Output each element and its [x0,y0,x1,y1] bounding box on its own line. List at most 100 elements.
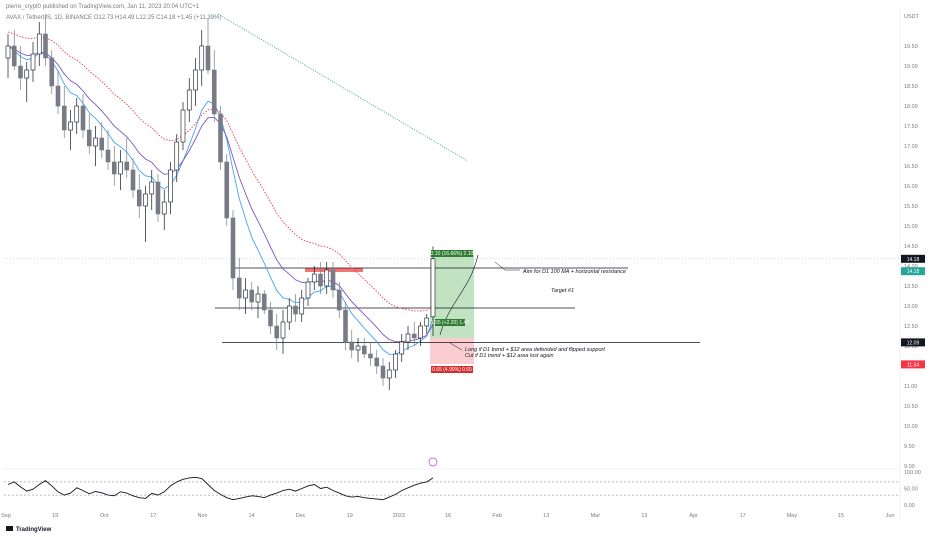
candle-body [261,293,267,311]
price-tag-bg [901,254,925,263]
candle-body [136,189,142,207]
rsi-tick-label: 50.00 [904,487,918,493]
tradingview-logo[interactable]: TradingView [6,526,52,533]
publisher-line: pierre_crypt0 published on TradingView.c… [6,4,200,10]
y-tick-label: 18.00 [904,104,918,110]
candle-body [424,317,430,327]
candle-body [224,161,230,219]
candle-body [268,309,273,327]
symbol-line: AVAX / TetherUS, 1D, BINANCE O12.73 H14.… [6,15,221,21]
candle-body [168,169,173,203]
x-tick-label: Mar [591,513,601,519]
candle-body [311,273,317,283]
x-tick-label: Apr [689,513,698,519]
candle-body [255,293,261,303]
y-unit-label: USDT [904,14,920,20]
y-tick-label: 14.00 [904,264,918,270]
arrow-aim [494,261,520,271]
candle-body [5,45,11,59]
x-tick-label: 16 [445,513,451,519]
candles [5,14,436,390]
candle-body [418,325,423,339]
x-tick-label: 13 [543,513,549,519]
candle-body [349,341,355,351]
y-tick-label: 10.00 [904,424,918,430]
candle-body [336,289,342,311]
y-tick-label: 17.00 [904,144,918,150]
candle-body [230,217,236,279]
candle-body [305,281,311,299]
rsi-pane: 100.00 50.00 0.00 [4,457,921,509]
candle-body [430,258,436,318]
y-tick-label: 9.00 [904,464,915,470]
candle-body [411,333,417,339]
y-tick-label: 12.50 [904,324,918,330]
y-tick-label: 14.50 [904,244,918,250]
mid-tag-bg [435,319,465,326]
y-tick-label: 15.50 [904,204,918,210]
mid-tag: 1.95 (+2.20) 1.47 [431,320,469,326]
candle-body [286,305,292,323]
x-tick-label: 14 [248,513,254,519]
x-tick-label: 15 [838,513,844,519]
candle-body [374,357,380,367]
candle-body [30,53,36,71]
candle-body [211,69,217,115]
candle-body [155,181,161,215]
candle-body [193,69,198,91]
x-tick-label: May [787,513,798,519]
annotations: Aim for D1 100 MA + horizontal resistanc… [439,254,626,359]
candle-body [99,137,105,151]
candle-body [280,321,286,339]
price-tag: 14.18 [907,257,920,263]
candle-body [186,89,192,111]
x-tick-label: 17 [150,513,156,519]
candle-body [205,45,211,71]
candle-body [18,65,23,79]
candle-body [55,85,61,107]
ma-teal-line [217,13,469,162]
candle-body [80,105,86,131]
price-axis[interactable]: 19.50 19.00 18.50 18.00 17.50 17.00 16.50 16.00… [904,14,920,470]
moving-averages [7,13,469,355]
candle-body [149,181,155,195]
candle-body [86,129,92,147]
brand-label: TradingView [16,527,52,533]
price-tags: 2.10 (16.66%) 2.10 1.95 (+2.20) 1.47 0.65 … [431,250,925,373]
annotation-cut: Cut if D1 trend + $12 area lost again [465,353,554,359]
x-tick-label: Jun [886,513,895,519]
candle-body [361,345,367,355]
annotation-aim: Aim for D1 100 MA + horizontal resistanc… [522,269,626,275]
ma-red-line [7,31,434,312]
x-tick-label: Oct [100,513,109,519]
y-tick-label: 9.50 [904,444,915,450]
time-axis[interactable]: Sep 19 Oct 17 Nov 14 Dec 19 2023 16 Feb 13 Mar 13 Apr 1… [1,513,894,519]
candle-body [355,345,361,351]
rsi-tick-label: 100.00 [904,470,921,476]
candle-body [293,305,298,315]
candle-body [399,341,405,355]
candle-body [61,105,67,131]
rsi-tick-label: 0.00 [904,503,915,509]
candle-body [74,105,80,123]
annotation-target: Target #1 [551,288,574,294]
price-tag: 12.09 [907,340,920,346]
y-tick-label: 16.50 [904,164,918,170]
x-tick-label: Nov [198,513,208,519]
candle-body [243,289,248,299]
x-tick-label: 19 [347,513,353,519]
candle-body [130,169,136,191]
x-tick-label: 19 [52,513,58,519]
candle-body [111,161,117,175]
candle-body [274,325,280,339]
candle-body [299,297,305,315]
x-tick-label: 17 [740,513,746,519]
ema-slow-line [7,45,434,343]
position-zones [305,254,474,364]
y-tick-label: 17.50 [904,124,918,130]
x-tick-label: Sep [1,513,11,519]
price-tag: 11.54 [907,362,919,368]
candle-body [405,333,411,343]
target-tag: 2.10 (16.66%) 2.10 [431,251,474,257]
